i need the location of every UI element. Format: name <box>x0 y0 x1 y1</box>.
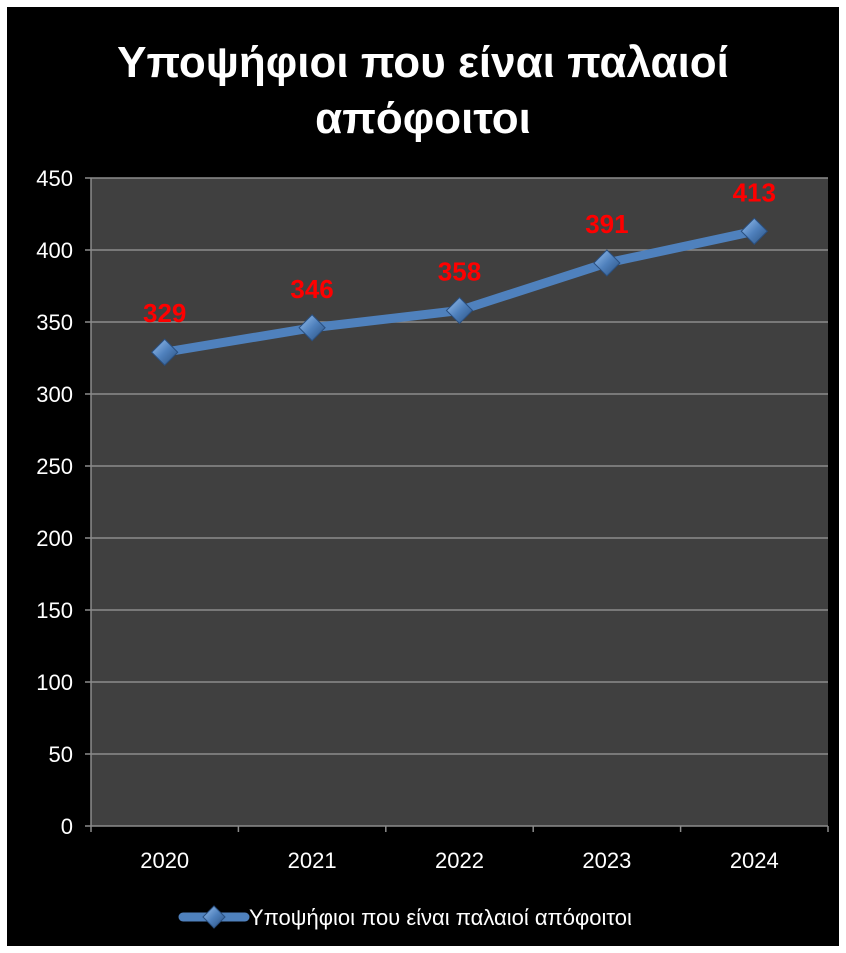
data-point-2020 <box>150 338 179 366</box>
data-labels: 329 346 358 391 413 <box>143 177 776 328</box>
y-tick-label: 150 <box>36 598 73 623</box>
y-tick-label: 0 <box>61 814 73 839</box>
y-tick-label: 350 <box>36 310 73 335</box>
legend-marker-icon <box>202 905 226 929</box>
y-tick-label: 300 <box>36 382 73 407</box>
y-tick-label: 250 <box>36 454 73 479</box>
data-point-2023 <box>593 249 621 277</box>
chart-frame: Υποψήφιοι που είναι παλαιοί απόφοιτοι 0 5… <box>7 7 839 946</box>
x-tick-label-2022: 2022 <box>435 848 484 873</box>
data-label-2022: 358 <box>438 256 481 286</box>
x-tick-label-2021: 2021 <box>288 848 337 873</box>
data-label-2024: 413 <box>733 177 776 207</box>
data-point-2024 <box>740 217 769 245</box>
x-tick-label-2023: 2023 <box>582 848 631 873</box>
legend: Υποψήφιοι που είναι παλαιοί απόφοιτοι <box>178 905 632 930</box>
legend-label: Υποψήφιοι που είναι παλαιοί απόφοιτοι <box>249 905 632 930</box>
chart-title-line-1: Υποψήφιοι που είναι παλαιοί <box>117 38 729 87</box>
axes <box>85 177 829 832</box>
x-tick-labels: 2020 2021 2022 2023 2024 <box>140 848 779 873</box>
chart-title-line-2: απόφοιτοι <box>315 94 531 143</box>
data-label-2023: 391 <box>585 209 628 239</box>
y-tick-labels: 0 50 100 150 200 250 300 350 400 450 <box>36 166 73 839</box>
series <box>150 217 769 366</box>
y-tick-label: 450 <box>36 166 73 191</box>
line-chart: 0 50 100 150 200 250 300 350 400 450 2020 2021 2022… <box>36 166 829 930</box>
data-point-2021 <box>298 314 326 342</box>
gridlines <box>91 177 828 755</box>
x-tick-label-2020: 2020 <box>140 848 189 873</box>
y-tick-label: 100 <box>36 670 73 695</box>
y-tick-label: 400 <box>36 238 73 263</box>
y-tick-label: 50 <box>49 742 73 767</box>
plot-area <box>91 178 828 826</box>
x-tick-label-2024: 2024 <box>730 848 779 873</box>
data-point-2022 <box>445 296 474 325</box>
y-tick-label: 200 <box>36 526 73 551</box>
chart-title: Υποψήφιοι που είναι παλαιοί απόφοιτοι <box>7 35 839 147</box>
data-label-2020: 329 <box>143 298 186 328</box>
data-label-2021: 346 <box>290 274 333 304</box>
